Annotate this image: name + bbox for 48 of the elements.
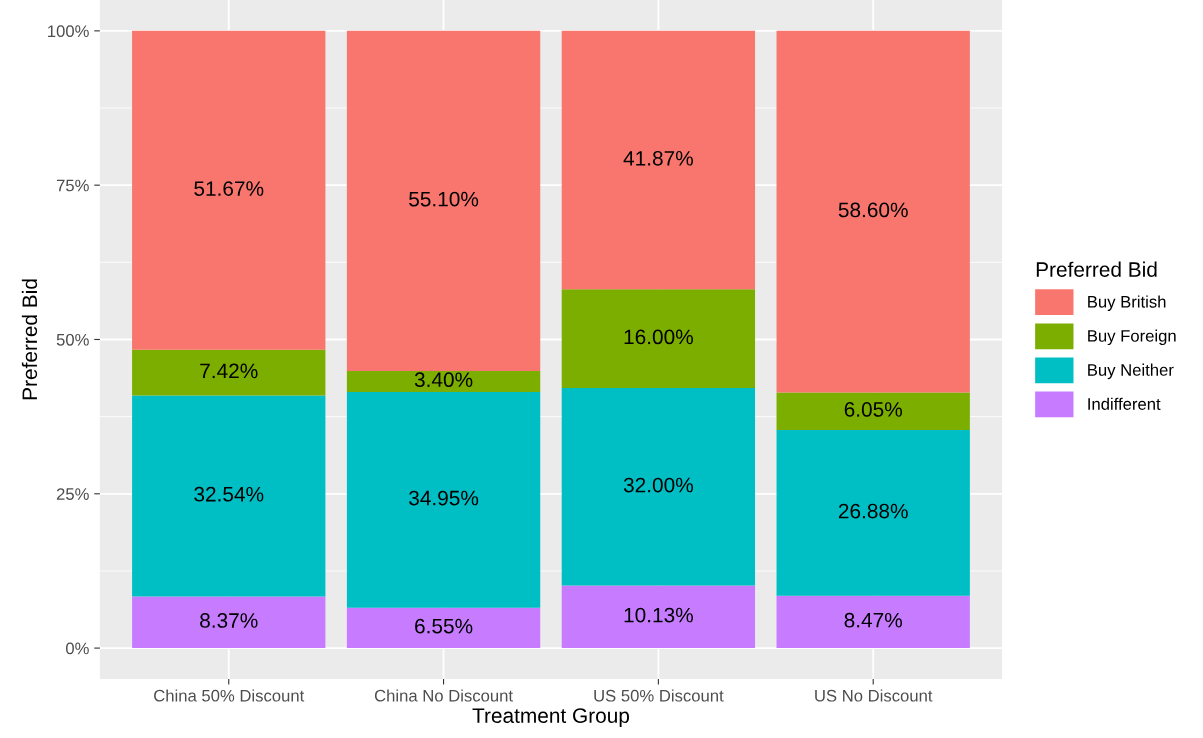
data-label: 7.42% xyxy=(200,363,258,379)
bar xyxy=(132,596,326,649)
bar xyxy=(776,429,970,596)
legend-label: Buy British xyxy=(1088,295,1166,311)
bar xyxy=(346,391,541,608)
legend-label: Indifferent xyxy=(1088,397,1161,410)
y-tick-label: 75% xyxy=(56,179,89,192)
y-tick-label: 50% xyxy=(56,333,89,346)
x-tick-label: US No Discount xyxy=(815,689,933,702)
data-label: 32.54% xyxy=(194,486,264,502)
bar xyxy=(346,30,541,371)
x-tick-label: US 50% Discount xyxy=(594,689,724,702)
data-label: 16.00% xyxy=(624,329,693,345)
y-tick-label: 100% xyxy=(48,25,89,38)
data-label: 3.40% xyxy=(414,372,473,388)
data-label: 10.13% xyxy=(624,607,693,623)
bar xyxy=(132,349,326,396)
bar xyxy=(561,388,756,586)
bar xyxy=(776,595,970,649)
legend-title: Preferred Bid xyxy=(1036,261,1157,277)
bar xyxy=(776,30,970,393)
data-label: 8.47% xyxy=(844,612,902,628)
data-label: 6.05% xyxy=(844,402,902,417)
legend-label: Buy Neither xyxy=(1088,363,1174,380)
bar xyxy=(132,395,326,597)
bar xyxy=(346,607,541,649)
y-axis-title: Preferred Bid xyxy=(21,279,38,400)
data-label: 8.37% xyxy=(200,613,258,628)
data-label: 6.55% xyxy=(415,618,473,634)
bar xyxy=(132,30,326,350)
bar xyxy=(776,392,970,430)
data-label: 51.67% xyxy=(194,181,264,196)
bar xyxy=(561,30,756,290)
data-label: 55.10% xyxy=(409,191,479,207)
x-tick-label: China No Discount xyxy=(374,689,513,702)
bar xyxy=(346,370,541,392)
legend-label: Buy Foreign xyxy=(1088,329,1176,346)
data-label: 32.00% xyxy=(623,477,693,493)
bar xyxy=(561,289,756,389)
bar xyxy=(561,585,756,649)
data-label: 41.87% xyxy=(623,150,693,166)
x-tick-label: China 50% Discount xyxy=(154,689,305,702)
y-tick-label: 0% xyxy=(65,642,89,655)
x-axis-title: Treatment Group xyxy=(472,708,630,728)
data-label: 26.88% xyxy=(838,503,908,519)
data-label: 34.95% xyxy=(409,490,479,506)
data-label: 58.60% xyxy=(838,202,908,218)
y-tick-label: 25% xyxy=(56,488,89,500)
